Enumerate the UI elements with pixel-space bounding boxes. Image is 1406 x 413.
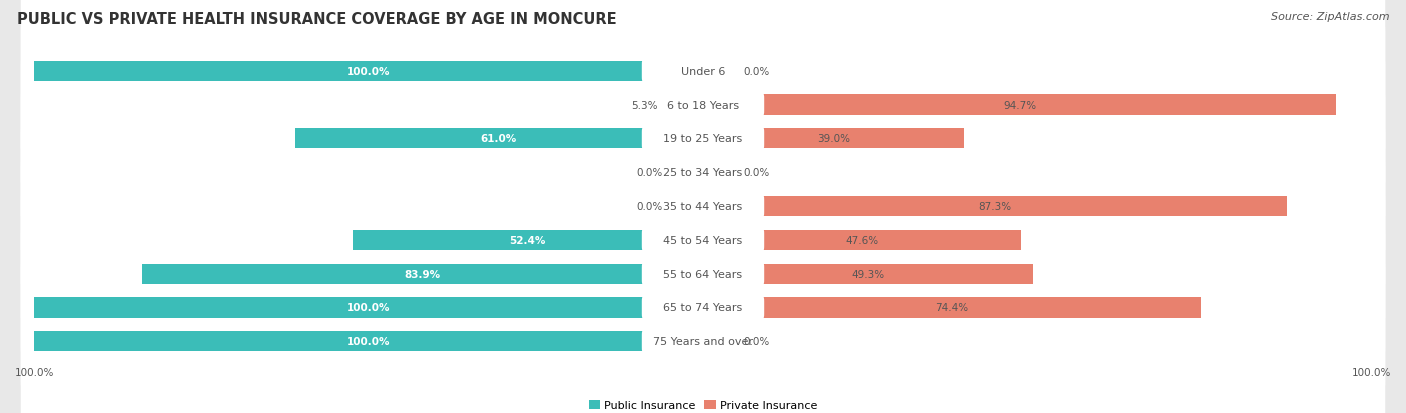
Text: 25 to 34 Years: 25 to 34 Years [664, 168, 742, 178]
Text: 75 Years and over: 75 Years and over [652, 337, 754, 347]
FancyBboxPatch shape [21, 225, 1385, 391]
Bar [142, 264, 703, 284]
Bar [703, 62, 737, 82]
FancyBboxPatch shape [641, 229, 765, 252]
Text: 0.0%: 0.0% [637, 202, 662, 211]
Text: 100.0%: 100.0% [347, 337, 391, 347]
FancyBboxPatch shape [641, 297, 765, 319]
FancyBboxPatch shape [641, 128, 765, 150]
Bar [703, 163, 737, 183]
Bar [669, 196, 703, 217]
Text: 94.7%: 94.7% [1002, 100, 1036, 110]
Text: 49.3%: 49.3% [851, 269, 884, 279]
Text: 100.0%: 100.0% [347, 303, 391, 313]
FancyBboxPatch shape [21, 90, 1385, 256]
FancyBboxPatch shape [641, 94, 765, 116]
Bar [703, 196, 1286, 217]
Text: 19 to 25 Years: 19 to 25 Years [664, 134, 742, 144]
Bar [703, 95, 1337, 115]
Bar [703, 230, 1021, 250]
FancyBboxPatch shape [21, 0, 1385, 154]
Text: Under 6: Under 6 [681, 66, 725, 76]
Bar [703, 264, 1033, 284]
Text: 47.6%: 47.6% [845, 235, 879, 245]
FancyBboxPatch shape [641, 263, 765, 285]
FancyBboxPatch shape [641, 161, 765, 184]
FancyBboxPatch shape [21, 259, 1385, 413]
Text: 0.0%: 0.0% [744, 337, 769, 347]
Bar [703, 331, 737, 351]
FancyBboxPatch shape [21, 123, 1385, 290]
Text: 35 to 44 Years: 35 to 44 Years [664, 202, 742, 211]
Text: 39.0%: 39.0% [817, 134, 851, 144]
Text: 87.3%: 87.3% [979, 202, 1011, 211]
FancyBboxPatch shape [641, 60, 765, 83]
FancyBboxPatch shape [21, 22, 1385, 188]
FancyBboxPatch shape [641, 195, 765, 218]
FancyBboxPatch shape [21, 157, 1385, 323]
Text: 6 to 18 Years: 6 to 18 Years [666, 100, 740, 110]
Text: 61.0%: 61.0% [481, 134, 517, 144]
Text: 0.0%: 0.0% [637, 168, 662, 178]
FancyBboxPatch shape [21, 191, 1385, 357]
Text: 74.4%: 74.4% [935, 303, 969, 313]
Bar [669, 163, 703, 183]
Legend: Public Insurance, Private Insurance: Public Insurance, Private Insurance [583, 395, 823, 413]
Bar [34, 331, 703, 351]
Bar [34, 62, 703, 82]
Text: Source: ZipAtlas.com: Source: ZipAtlas.com [1271, 12, 1389, 22]
Bar [295, 129, 703, 149]
Bar [703, 298, 1201, 318]
Text: 0.0%: 0.0% [744, 168, 769, 178]
Text: 45 to 54 Years: 45 to 54 Years [664, 235, 742, 245]
Text: PUBLIC VS PRIVATE HEALTH INSURANCE COVERAGE BY AGE IN MONCURE: PUBLIC VS PRIVATE HEALTH INSURANCE COVER… [17, 12, 616, 27]
FancyBboxPatch shape [21, 56, 1385, 222]
Text: 5.3%: 5.3% [631, 100, 658, 110]
Text: 100.0%: 100.0% [347, 66, 391, 76]
Text: 65 to 74 Years: 65 to 74 Years [664, 303, 742, 313]
Text: 52.4%: 52.4% [509, 235, 546, 245]
Bar [703, 129, 965, 149]
FancyBboxPatch shape [641, 330, 765, 353]
Text: 0.0%: 0.0% [744, 66, 769, 76]
Text: 83.9%: 83.9% [405, 269, 440, 279]
Bar [353, 230, 703, 250]
Bar [34, 298, 703, 318]
Text: 55 to 64 Years: 55 to 64 Years [664, 269, 742, 279]
Bar [668, 95, 703, 115]
